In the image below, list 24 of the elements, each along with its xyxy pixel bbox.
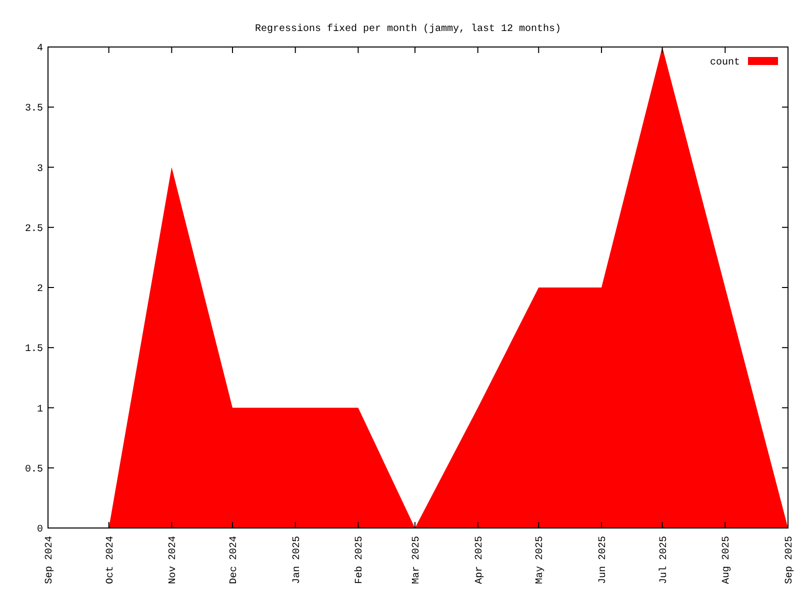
x-tick-label: Dec 2024	[228, 536, 240, 584]
y-tick-label: 0.5	[24, 464, 43, 476]
y-tick-label: 1.5	[24, 344, 43, 356]
x-tick-label: Apr 2025	[474, 536, 486, 584]
y-tick-label: 3	[36, 164, 43, 175]
x-tick-label: Nov 2024	[168, 536, 180, 584]
legend-label: count	[710, 58, 740, 68]
x-tick-label: Feb 2025	[354, 536, 366, 584]
y-tick-label: 1	[36, 404, 43, 416]
x-tick-label: Sep 2024	[44, 536, 56, 584]
x-tick-label: Sep 2025	[784, 536, 796, 584]
chart-title: Regressions fixed per month (jammy, last 12 months)	[254, 23, 562, 35]
y-tick-label: 0	[36, 524, 43, 536]
x-tick-label: Mar 2025	[411, 536, 422, 584]
x-tick-label: Aug 2025	[722, 536, 733, 584]
x-tick-label: Jan 2025	[292, 536, 303, 584]
y-tick-label: 4	[36, 44, 43, 54]
y-tick-label: 3.5	[24, 104, 43, 115]
x-tick-label: Jun 2025	[598, 536, 609, 584]
y-tick-label: 2	[36, 284, 43, 295]
x-tick-label: May 2025	[535, 536, 546, 584]
x-tick-label: Jul 2025	[658, 536, 670, 584]
y-tick-label: 2.5	[24, 224, 43, 235]
x-tick-label: Oct 2024	[105, 536, 116, 584]
